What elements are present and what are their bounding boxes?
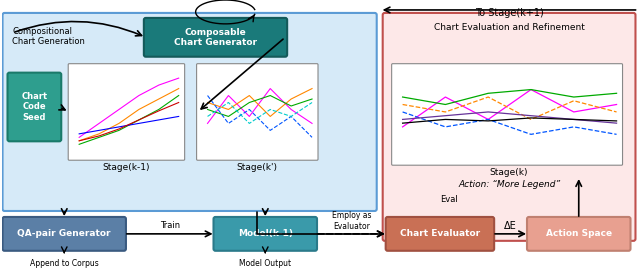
Text: Action: “More Legend”: Action: “More Legend” <box>458 180 560 189</box>
FancyBboxPatch shape <box>196 64 318 160</box>
Text: Compositional
Chart Generation: Compositional Chart Generation <box>13 27 85 46</box>
FancyBboxPatch shape <box>392 64 623 165</box>
FancyBboxPatch shape <box>68 64 185 160</box>
Text: Append to Corpus: Append to Corpus <box>30 259 99 268</box>
Text: To Stage(k+1): To Stage(k+1) <box>475 8 543 18</box>
Text: Composable
Chart Generator: Composable Chart Generator <box>174 28 257 47</box>
Text: Stage(k-1): Stage(k-1) <box>102 163 150 172</box>
Text: Model(k-1): Model(k-1) <box>238 230 292 238</box>
Text: QA-pair Generator: QA-pair Generator <box>17 230 111 238</box>
Text: Employ as
Evaluator: Employ as Evaluator <box>332 211 371 231</box>
FancyBboxPatch shape <box>3 13 377 211</box>
FancyBboxPatch shape <box>527 217 630 251</box>
Text: Chart Evaluation and Refinement: Chart Evaluation and Refinement <box>434 23 584 32</box>
Text: Train: Train <box>159 221 180 230</box>
FancyBboxPatch shape <box>8 73 61 141</box>
FancyBboxPatch shape <box>3 217 126 251</box>
FancyBboxPatch shape <box>144 18 287 57</box>
Text: Stage(k'): Stage(k') <box>237 163 278 172</box>
Text: Action Space: Action Space <box>546 230 612 238</box>
Text: Model Output: Model Output <box>239 259 291 268</box>
Text: Eval: Eval <box>440 195 458 204</box>
FancyBboxPatch shape <box>383 13 636 241</box>
Text: Chart
Code
Seed: Chart Code Seed <box>21 92 47 122</box>
Text: Chart Evaluator: Chart Evaluator <box>400 230 480 238</box>
Text: ΔE: ΔE <box>504 221 517 231</box>
FancyBboxPatch shape <box>214 217 317 251</box>
Text: Stage(k): Stage(k) <box>490 168 529 177</box>
FancyBboxPatch shape <box>386 217 494 251</box>
